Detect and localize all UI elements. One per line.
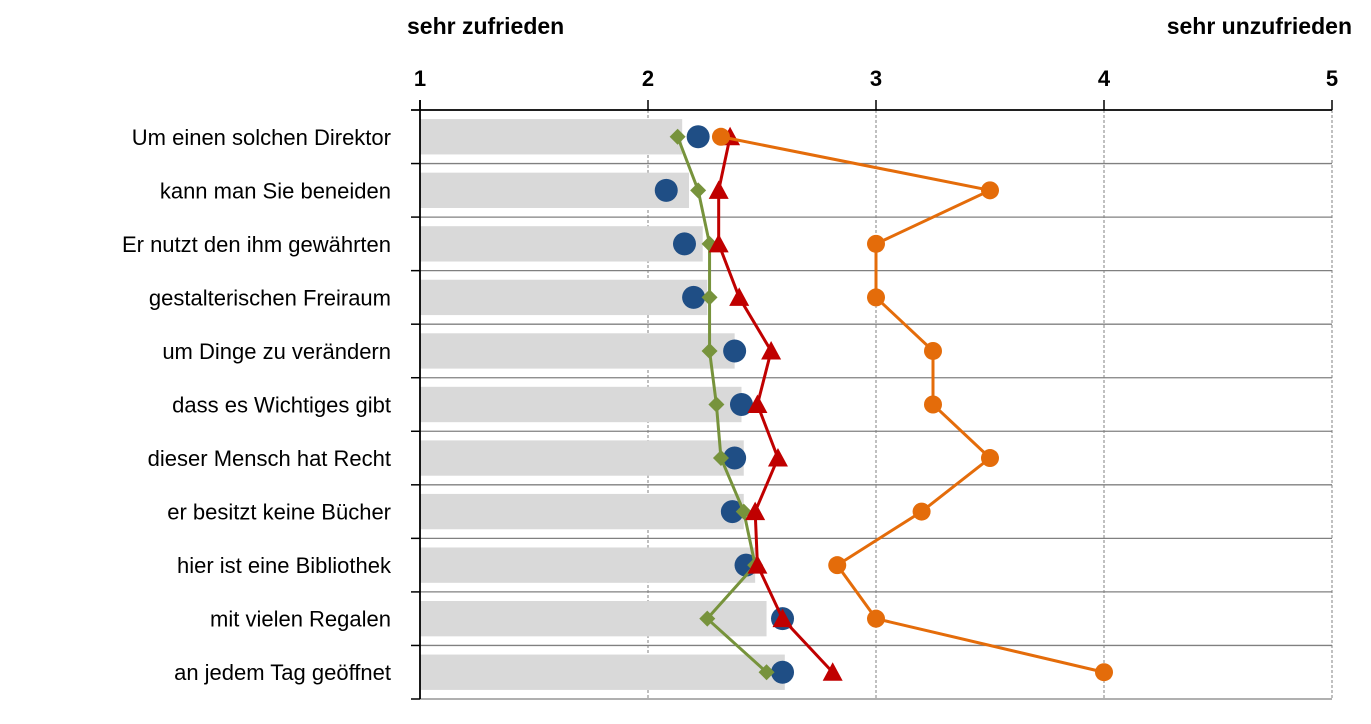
- bar: [420, 333, 735, 369]
- bar: [420, 547, 756, 583]
- circle-marker: [924, 395, 942, 414]
- circle-marker: [924, 341, 942, 360]
- category-labels: Um einen solchen Direktor kann man Sie be…: [122, 125, 392, 685]
- diamond-marker: [699, 610, 716, 627]
- category-label: gestalterischen Freiraum: [149, 285, 391, 310]
- bar: [420, 654, 785, 690]
- circle-marker: [686, 125, 710, 149]
- triangle-marker: [708, 180, 729, 199]
- circle-marker: [729, 393, 753, 416]
- circle-marker: [720, 500, 744, 524]
- x-tick-label: 5: [1326, 66, 1338, 91]
- bar: [420, 386, 742, 423]
- x-tick-label: 4: [1098, 66, 1111, 91]
- category-label: mit vielen Regalen: [210, 607, 391, 632]
- circle-marker: [723, 339, 747, 363]
- series-serie-blau: [654, 125, 795, 684]
- bar: [420, 493, 744, 530]
- category-label: hier ist eine Bibliothek: [177, 553, 392, 578]
- category-label: Um einen solchen Direktor: [132, 125, 391, 150]
- circle-marker: [828, 556, 847, 575]
- diamond-marker: [701, 289, 718, 306]
- category-label: Er nutzt den ihm gewährten: [122, 232, 391, 257]
- diamond-marker: [690, 182, 707, 199]
- circle-marker: [711, 127, 730, 146]
- grid: [420, 110, 1333, 700]
- diamond-marker: [701, 342, 718, 359]
- diamond-marker: [708, 396, 725, 413]
- diamond-marker: [758, 664, 775, 681]
- right-end-label: sehr unzufrieden: [1167, 13, 1352, 39]
- circle-marker: [867, 288, 885, 307]
- triangle-marker: [747, 555, 768, 574]
- bar: [420, 440, 744, 476]
- x-tick-labels: 1 2 3 4 5: [414, 66, 1338, 91]
- axes: [411, 100, 1333, 700]
- circle-marker: [723, 446, 747, 470]
- triangle-marker: [761, 340, 782, 360]
- triangle-marker: [767, 448, 788, 467]
- bar: [420, 172, 690, 208]
- triangle-marker: [747, 394, 768, 413]
- circle-marker: [912, 502, 931, 521]
- triangle-marker: [745, 501, 766, 521]
- bar: [420, 226, 703, 262]
- circle-marker: [867, 609, 885, 628]
- triangle-marker: [772, 608, 793, 628]
- circle-marker: [981, 181, 999, 200]
- series-serie-orange: [711, 127, 1113, 682]
- bar: [420, 119, 683, 155]
- category-label: er besitzt keine Bücher: [167, 500, 391, 525]
- triangle-marker: [822, 662, 843, 681]
- bar: [420, 279, 708, 316]
- left-end-label: sehr zufrieden: [407, 13, 564, 39]
- x-tick-label: 3: [870, 66, 882, 91]
- category-label: kann man Sie beneiden: [160, 178, 391, 203]
- x-tick-label: 2: [642, 66, 654, 91]
- diamond-marker: [712, 450, 729, 467]
- circle-marker: [771, 660, 795, 684]
- circle-marker: [682, 285, 706, 309]
- category-label: dass es Wichtiges gibt: [172, 393, 391, 418]
- series: [654, 125, 1113, 684]
- x-tick-label: 1: [414, 66, 426, 91]
- triangle-marker: [729, 287, 750, 306]
- category-label: dieser Mensch hat Recht: [148, 446, 391, 471]
- diamond-marker: [669, 128, 686, 145]
- triangle-marker: [708, 233, 729, 253]
- circle-marker: [981, 449, 999, 468]
- circle-marker: [654, 178, 678, 202]
- circle-marker: [1095, 663, 1113, 682]
- category-label: um Dinge zu verändern: [162, 339, 391, 364]
- circle-marker: [672, 232, 696, 256]
- circle-marker: [867, 234, 885, 253]
- category-label: an jedem Tag geöffnet: [174, 660, 391, 685]
- bars: [420, 119, 785, 690]
